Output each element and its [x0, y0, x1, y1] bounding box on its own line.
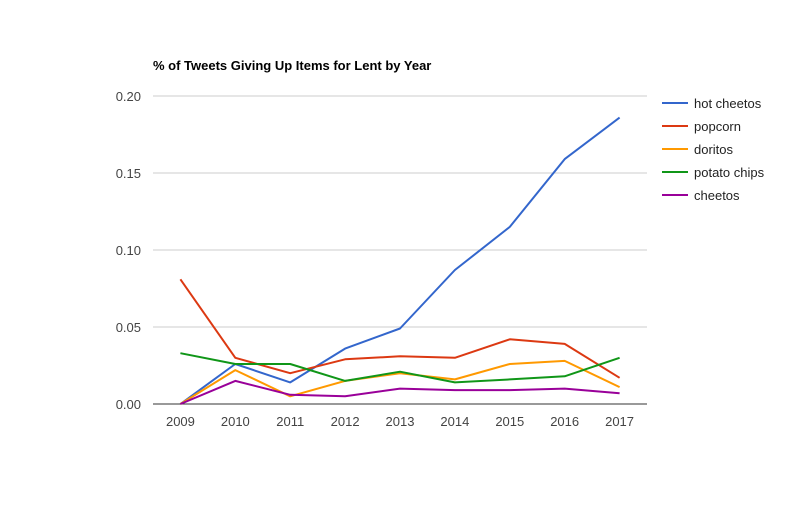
legend-label: cheetos — [694, 188, 740, 203]
y-tick-label: 0.10 — [116, 243, 141, 258]
legend-label: hot cheetos — [694, 96, 762, 111]
series-line-potato-chips — [180, 352, 620, 384]
x-tick-label: 2014 — [440, 414, 469, 429]
series-line-popcorn — [179, 278, 621, 379]
x-tick-label: 2015 — [495, 414, 524, 429]
x-tick-label: 2017 — [605, 414, 634, 429]
legend-label: popcorn — [694, 119, 741, 134]
x-tick-label: 2012 — [331, 414, 360, 429]
x-tick-label: 2016 — [550, 414, 579, 429]
gridlines — [153, 95, 647, 328]
legend: hot cheetos popcorn doritos potato chips che… — [662, 96, 765, 203]
legend-label: potato chips — [694, 165, 765, 180]
series-line-hot-cheetos — [179, 116, 621, 405]
x-tick-label: 2013 — [386, 414, 415, 429]
y-tick-label: 0.15 — [116, 166, 141, 181]
series-lines — [179, 116, 621, 405]
series-line-cheetos — [180, 379, 620, 405]
x-tick-label: 2010 — [221, 414, 250, 429]
y-tick-label: 0.05 — [116, 320, 141, 335]
legend-label: doritos — [694, 142, 734, 157]
chart-title: % of Tweets Giving Up Items for Lent by … — [153, 58, 431, 73]
series-line-doritos — [179, 359, 621, 405]
y-tick-label: 0.20 — [116, 89, 141, 104]
axes: 0.00 0.05 0.10 0.15 0.20 2009 2010 2011 2012 2013… — [116, 89, 647, 429]
x-tick-label: 2011 — [276, 414, 304, 429]
x-tick-label: 2009 — [166, 414, 195, 429]
y-tick-label: 0.00 — [116, 397, 141, 412]
